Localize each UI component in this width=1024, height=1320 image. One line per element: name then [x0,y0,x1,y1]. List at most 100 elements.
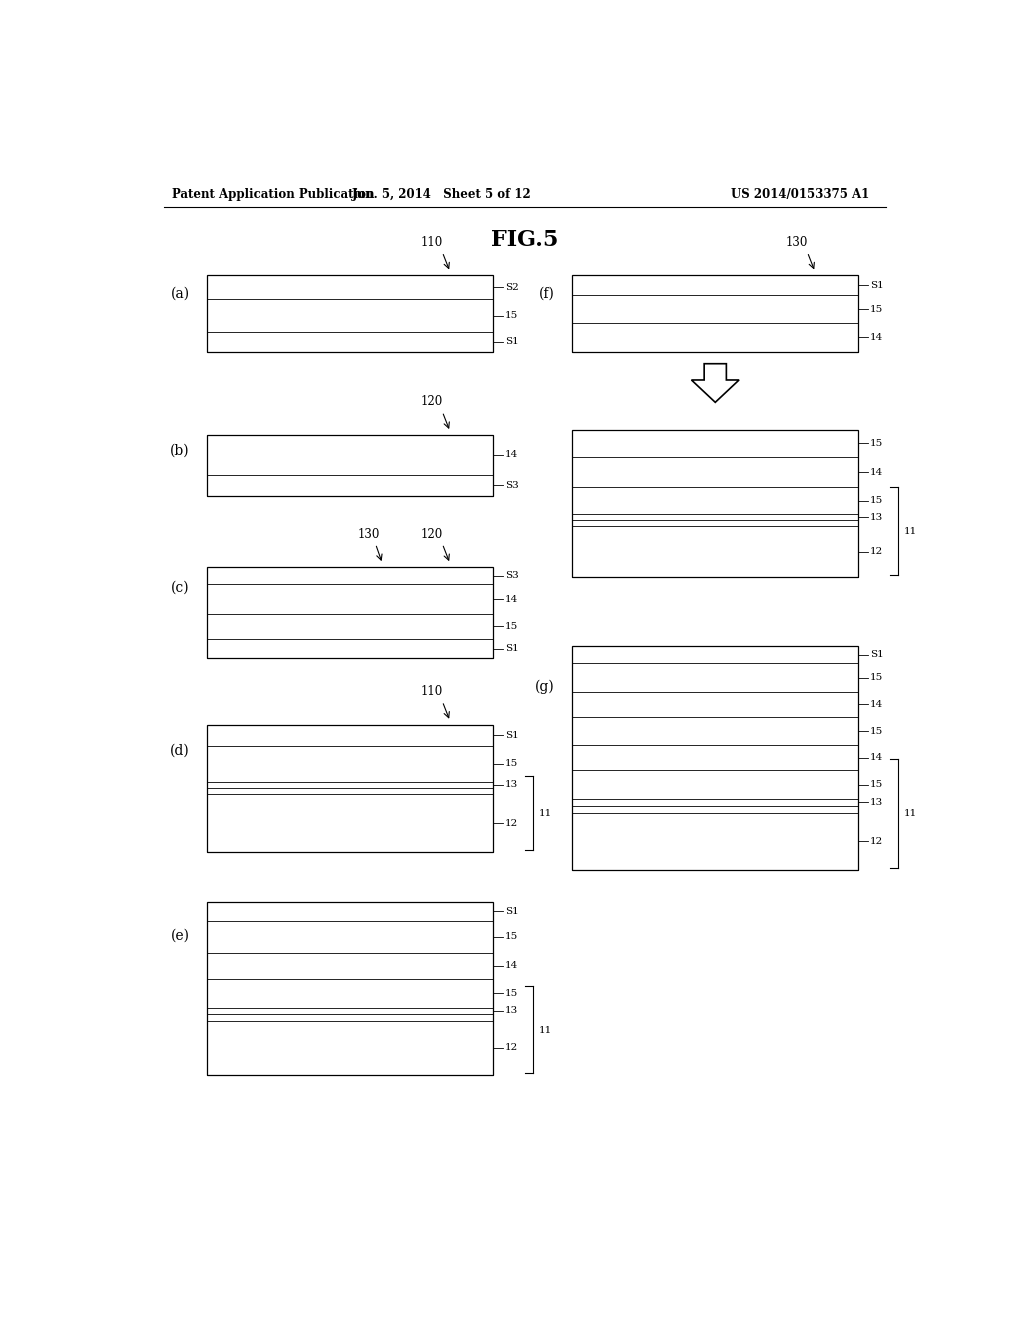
Text: 15: 15 [505,932,518,941]
Point [393,985,410,1006]
Point [355,987,372,1008]
Point [318,982,335,1003]
Point [650,710,667,731]
Point [453,308,469,329]
Point [226,612,243,634]
Point [266,754,283,775]
Point [703,491,720,512]
Point [620,432,636,453]
Point [254,933,270,954]
Point [459,750,475,771]
Bar [207,585,494,614]
Point [242,611,258,632]
Point [672,494,688,515]
Point [412,759,428,780]
Point [284,618,300,639]
Point [211,921,227,942]
Point [649,429,666,450]
Point [745,288,762,309]
Point [416,766,432,787]
Point [731,294,748,315]
Point [370,747,386,768]
Point [207,760,223,781]
Point [239,607,255,628]
Point [269,921,286,942]
Point [403,622,420,643]
Point [720,672,736,693]
Point [254,739,270,760]
Point [611,422,628,444]
Point [730,309,746,330]
Point [719,709,735,730]
Point [653,305,670,326]
Point [697,664,714,685]
Point [345,609,361,630]
Point [354,606,371,627]
Point [767,499,783,520]
Point [778,286,795,308]
Point [367,754,383,775]
Bar [207,746,494,781]
Point [778,429,795,450]
Point [422,305,438,326]
Point [474,294,490,315]
Point [591,717,607,738]
Point [611,484,628,506]
Point [751,714,767,735]
Point [703,770,720,791]
Point [424,759,440,780]
Point [298,308,314,329]
Point [645,289,662,310]
Point [734,441,751,462]
Point [783,729,800,750]
Point [649,444,666,465]
Point [456,739,472,760]
Point [581,479,597,500]
Point [577,491,593,512]
Point [645,733,662,754]
Point [286,982,302,1003]
Point [807,762,823,783]
Point [231,743,248,764]
Bar [207,788,494,795]
Point [711,669,727,690]
Point [253,760,269,781]
Point [680,430,696,451]
Point [459,991,475,1012]
Point [678,302,694,323]
Point [236,750,252,771]
Point [449,990,465,1011]
Point [472,314,488,335]
Bar [207,953,494,978]
Point [816,767,833,788]
Text: 12: 12 [505,1044,518,1052]
Point [840,657,856,678]
Point [714,288,730,309]
Point [575,286,592,308]
Point [688,301,705,322]
Point [613,731,630,752]
Point [625,288,641,309]
Point [723,717,739,738]
Point [412,607,428,628]
Point [293,913,309,935]
Point [314,982,331,1003]
Point [709,733,725,754]
Point [452,983,468,1005]
Point [341,308,357,329]
Point [569,440,586,461]
Point [443,994,460,1015]
Point [350,924,367,945]
Point [621,656,637,677]
Point [401,743,418,764]
Point [775,490,792,511]
Point [593,784,609,805]
Point [352,310,369,331]
Point [745,437,762,458]
Text: 120: 120 [421,396,443,408]
Point [647,297,664,318]
Point [310,989,327,1010]
Point [242,977,258,998]
Point [415,979,431,1001]
Point [238,978,254,999]
